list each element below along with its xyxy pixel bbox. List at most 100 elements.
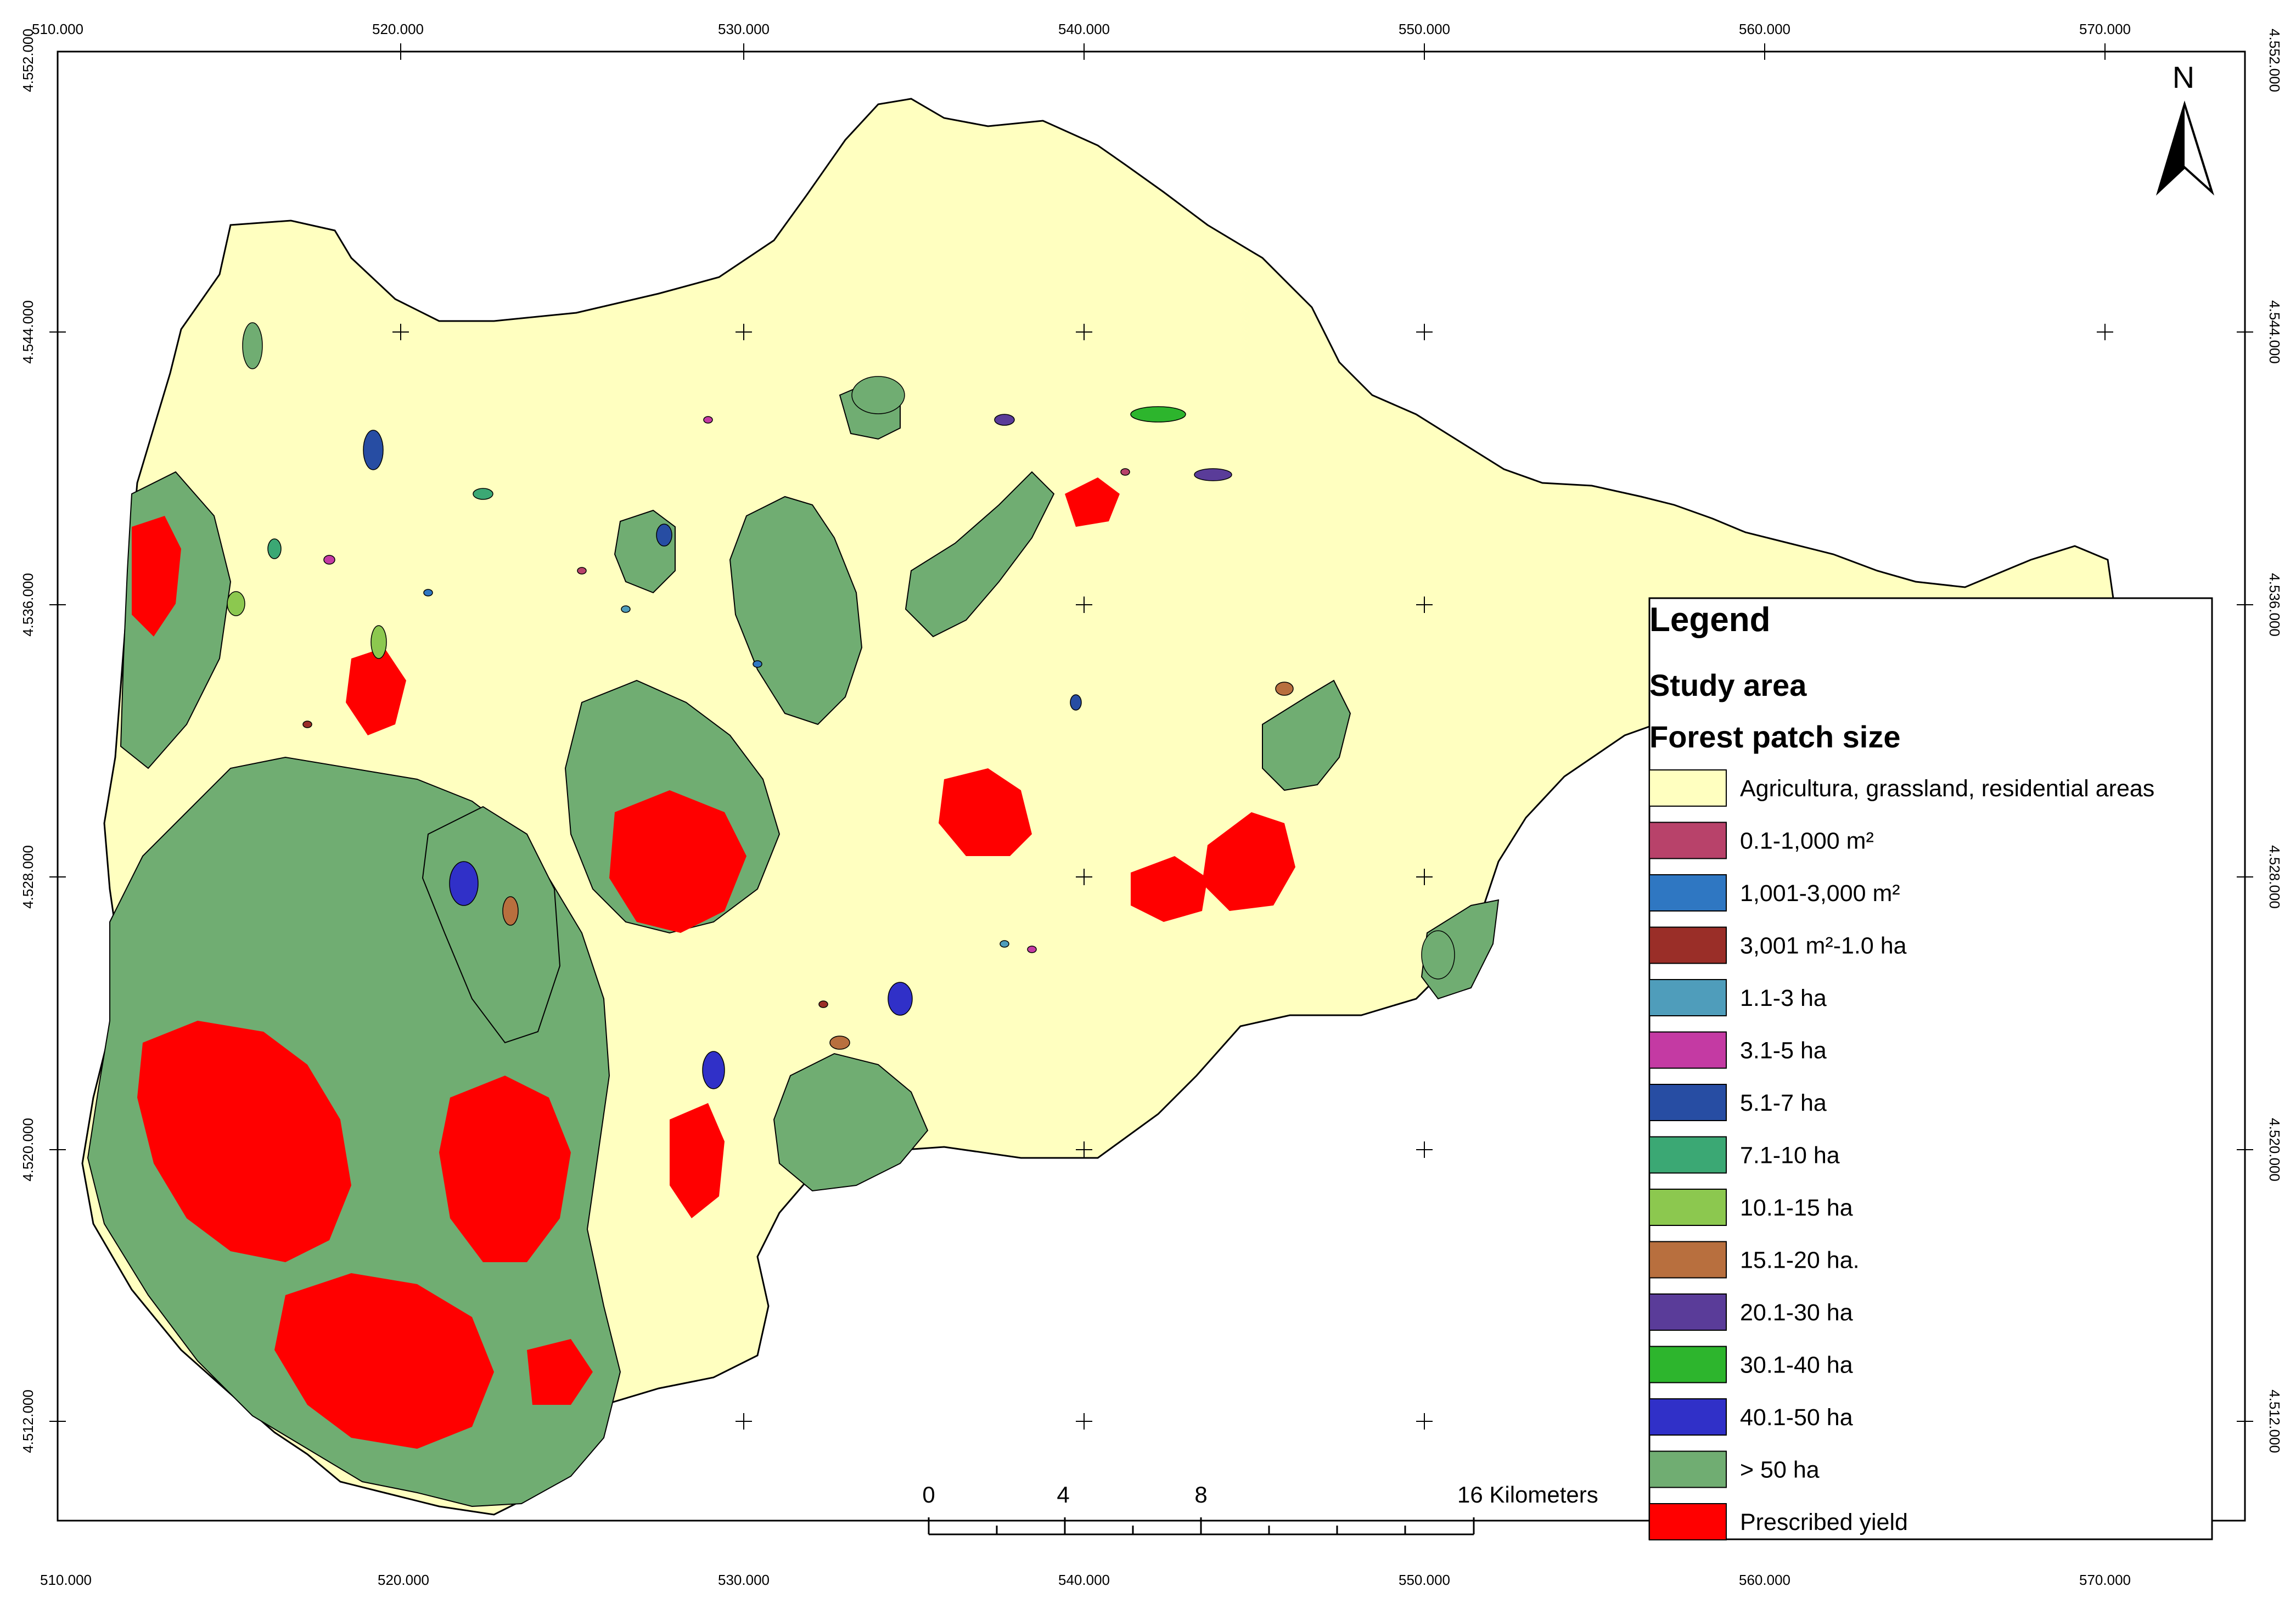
forest-patch-small [753, 660, 762, 668]
legend-swatch [1649, 1189, 1727, 1226]
y-tick-right: 4.512.000 [2266, 1389, 2283, 1453]
legend-item: 20.1-30 ha [1649, 1293, 1853, 1331]
y-tick-right: 4.536.000 [2266, 573, 2283, 637]
legend-swatch [1649, 874, 1727, 912]
graticule-cross [1076, 869, 1092, 885]
prescribed-area [274, 1273, 494, 1449]
legend-swatch [1649, 1450, 1727, 1488]
legend-item: 1.1-3 ha [1649, 979, 1827, 1016]
scale-label-16: 16 Kilometers [1457, 1482, 1598, 1507]
prescribed-area [132, 516, 181, 637]
forest-patch-small [323, 555, 335, 565]
prescribed-area [1131, 856, 1208, 922]
graticule-cross [1076, 597, 1092, 613]
graticule-cross [1076, 1413, 1092, 1430]
y-tick-right: 4.552.000 [2266, 29, 2283, 92]
x-tick-top: 550.000 [1399, 21, 1450, 37]
forest-patch-small [227, 591, 245, 616]
forest-patch-small [994, 414, 1015, 426]
forest-patch-small [818, 1000, 828, 1008]
y-tick-left: 4.536.000 [20, 573, 36, 637]
prescribed-area [1202, 812, 1295, 911]
graticule-cross [49, 324, 66, 340]
forest-patch-small [242, 322, 263, 369]
scale-label-8: 8 [1194, 1482, 1207, 1507]
x-tick-top: 560.000 [1739, 21, 1790, 37]
graticule-cross [1416, 1141, 1433, 1158]
legend-item-label: 0.1-1,000 m² [1740, 828, 1874, 854]
forest-patch-small [473, 488, 493, 500]
legend-item-label: 7.1-10 ha [1740, 1143, 1840, 1169]
graticule-cross [1416, 1413, 1433, 1430]
graticule-cross [736, 1413, 752, 1430]
legend-study-area-label: Study area [1649, 668, 1807, 702]
legend-swatch [1649, 1241, 1727, 1279]
forest-patch-southeast [773, 1053, 929, 1192]
forest-patch-small [1130, 406, 1186, 423]
x-tick-top: 530.000 [718, 21, 770, 37]
legend-swatch [1649, 1293, 1727, 1331]
prescribed-area [439, 1076, 571, 1262]
forest-patch-small [621, 605, 631, 613]
prescribed-area [346, 648, 406, 735]
graticule-cross [49, 869, 66, 885]
graticule-cross [2237, 1413, 2253, 1430]
graticule-cross [2237, 869, 2253, 885]
legend-item-label: 10.1-15 ha [1740, 1195, 1853, 1221]
legend-item: 3,001 m²-1.0 ha [1649, 926, 1907, 964]
legend-swatch [1649, 769, 1727, 807]
scale-label-0: 0 [922, 1482, 935, 1507]
graticule-cross [1076, 1141, 1092, 1158]
prescribed-area [209, 1163, 274, 1229]
legend-item: 15.1-20 ha. [1649, 1241, 1860, 1279]
legend-item: 30.1-40 ha [1649, 1346, 1853, 1383]
y-tick-labels-left: 4.552.000 4.544.000 4.536.000 4.528.000 … [20, 29, 36, 1453]
forest-patch-small [423, 589, 433, 597]
graticule-cross [1416, 43, 1433, 60]
north-letter: N [2173, 60, 2194, 94]
graticule-cross [49, 1413, 66, 1430]
prescribed-area [609, 790, 746, 933]
y-tick-left: 4.528.000 [20, 845, 36, 909]
legend-item: 5.1-7 ha [1649, 1084, 1827, 1121]
x-tick-bottom: 540.000 [1058, 1572, 1110, 1588]
y-tick-left: 4.520.000 [20, 1118, 36, 1182]
prescribed-area [527, 1339, 593, 1405]
forest-patch-small [1070, 694, 1082, 711]
x-tick-bottom: 510.000 [40, 1572, 92, 1588]
forest-patch-small [703, 416, 713, 424]
graticule-cross [1076, 324, 1092, 340]
graticule-cross [1416, 324, 1433, 340]
legend-item-label: > 50 ha [1740, 1457, 1820, 1483]
graticule-cross [1416, 597, 1433, 613]
legend-items: Agricultura, grassland, residential area… [1649, 769, 2154, 1540]
legend-item-label: 30.1-40 ha [1740, 1352, 1853, 1379]
legend-item-label: 3,001 m²-1.0 ha [1740, 933, 1907, 959]
forest-patch-small [702, 1051, 725, 1089]
legend-title: Legend [1649, 601, 1770, 639]
forest-patch-small [1421, 930, 1455, 980]
scale-label-4: 4 [1057, 1482, 1069, 1507]
forest-patch-small [370, 625, 387, 659]
graticule-cross [1416, 869, 1433, 885]
legend: Legend Study area Forest patch size Agri… [1648, 597, 2213, 1540]
legend-swatch [1649, 1346, 1727, 1383]
x-tick-top: 520.000 [372, 21, 424, 37]
forest-patch-small [1027, 946, 1037, 953]
y-tick-left: 4.552.000 [20, 29, 36, 92]
scale-bar: 0 4 8 16 Kilometers [922, 1482, 1598, 1535]
graticule-cross [49, 1141, 66, 1158]
legend-item: 3.1-5 ha [1649, 1031, 1827, 1069]
y-tick-left: 4.544.000 [20, 300, 36, 364]
forest-patch-small [888, 982, 913, 1016]
x-tick-top: 570.000 [2079, 21, 2131, 37]
legend-item: 7.1-10 ha [1649, 1136, 1840, 1174]
legend-item-label: 3.1-5 ha [1740, 1038, 1827, 1064]
forest-patch-small [267, 538, 282, 559]
graticule-cross [1756, 43, 1773, 60]
graticule [49, 43, 2253, 1430]
x-tick-labels-bottom: 510.000 520.000 530.000 540.000 550.000 … [40, 1572, 2131, 1588]
graticule-cross [2097, 43, 2113, 60]
graticule-cross [736, 43, 752, 60]
